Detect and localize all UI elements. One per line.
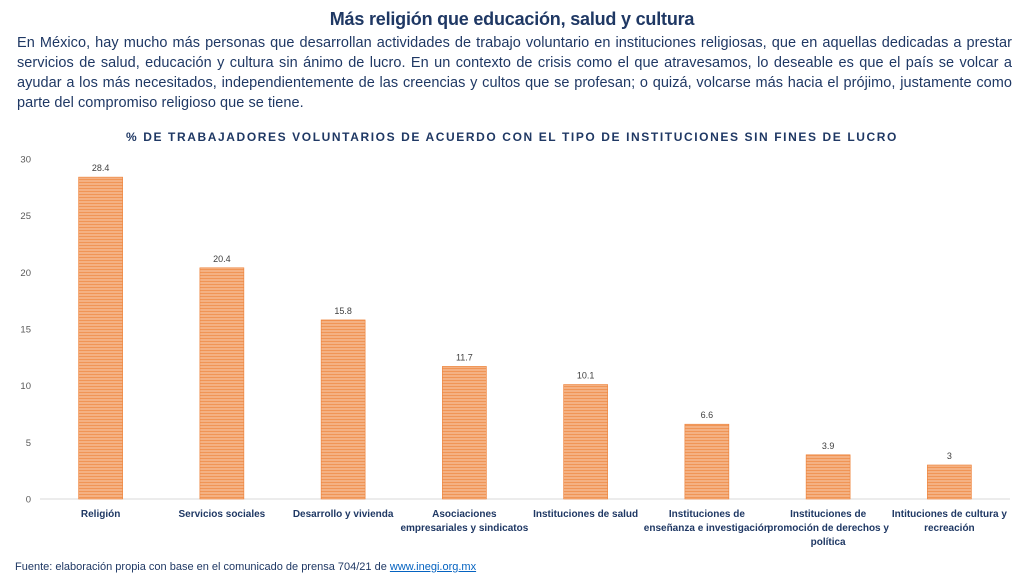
x-tick-label: Desarrollo y vivienda xyxy=(292,509,394,520)
bar-value-label: 20.4 xyxy=(213,254,231,264)
y-tick-label: 15 xyxy=(20,325,31,336)
y-tick-label: 5 xyxy=(26,438,31,449)
x-tick-label: Religión xyxy=(80,509,121,520)
page-title: Más religión que educación, salud y cult… xyxy=(329,9,695,29)
y-tick-label: 0 xyxy=(26,495,31,506)
x-tick-label: Servicios sociales xyxy=(178,509,266,520)
chart-title: % DE TRABAJADORES VOLUNTARIOS DE ACUERDO… xyxy=(126,130,898,144)
x-tick-label: Asociaciones empresariales y sindicatos xyxy=(400,509,529,534)
source-text: Fuente: elaboración propia con base en e… xyxy=(15,561,390,573)
bar-value-label: 10.1 xyxy=(577,371,595,381)
bar-value-label: 15.8 xyxy=(334,306,352,316)
intro-paragraph: En México, hay mucho más personas que de… xyxy=(17,35,1012,111)
bar xyxy=(927,464,972,500)
x-tick-label: Instituciones de salud xyxy=(533,509,639,520)
x-tick-label: Instituciones de enseñanza e investigaci… xyxy=(643,509,770,534)
bar xyxy=(199,267,245,500)
bar xyxy=(563,384,608,500)
bar-value-label: 28.4 xyxy=(92,163,110,173)
bar-value-label: 11.7 xyxy=(456,352,473,362)
bar-value-label: 6.6 xyxy=(701,410,714,420)
bar xyxy=(442,366,487,500)
bar xyxy=(78,176,123,500)
source-note: Fuente: elaboración propia con base en e… xyxy=(15,561,476,573)
y-tick-label: 20 xyxy=(20,268,31,279)
y-tick-label: 25 xyxy=(20,211,31,222)
bar xyxy=(684,423,730,500)
x-tick-label: Intituciones de cultura y recreación xyxy=(891,509,1007,534)
bar-value-label: 3.9 xyxy=(822,441,835,451)
y-tick-label: 30 xyxy=(20,155,31,166)
y-tick-label: 10 xyxy=(20,381,31,392)
bar xyxy=(320,319,366,500)
bar-value-label: 3 xyxy=(947,451,952,461)
source-link[interactable]: www.inegi.org.mx xyxy=(389,561,477,573)
x-tick-label: Instituciones de promoción de derechos y… xyxy=(767,509,889,548)
bar xyxy=(805,454,851,500)
